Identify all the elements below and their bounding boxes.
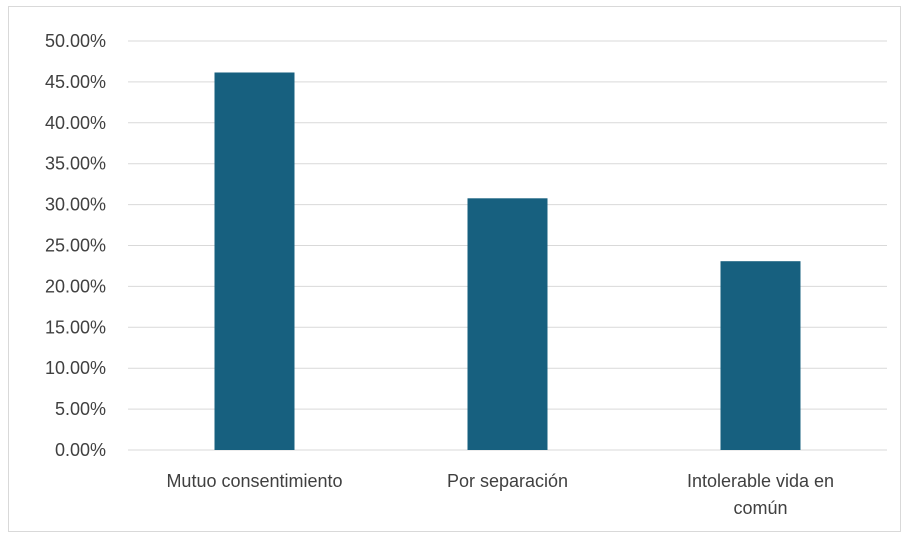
x-category-label: Intolerable vida en común — [687, 471, 834, 518]
y-tick-label: 5.00% — [55, 399, 106, 419]
bars — [214, 72, 801, 451]
bar — [467, 198, 548, 450]
x-category-label-line: Intolerable vida en — [687, 471, 834, 491]
x-axis-category-labels: Mutuo consentimiento Por separación Intole… — [166, 471, 834, 518]
y-tick-label: 45.00% — [45, 72, 106, 92]
x-category-label: Mutuo consentimiento — [166, 471, 342, 491]
bar — [214, 72, 295, 451]
x-category-label-line: común — [733, 498, 787, 518]
y-tick-label: 25.00% — [45, 236, 106, 256]
x-category-label-line: Por separación — [447, 471, 568, 491]
y-tick-label: 15.00% — [45, 317, 106, 337]
y-tick-label: 35.00% — [45, 154, 106, 174]
y-tick-label: 40.00% — [45, 113, 106, 133]
y-axis-tick-labels: 0.00% 5.00% 10.00% 15.00% 20.00% 25.00% 30.00%… — [45, 31, 106, 460]
y-tick-label: 20.00% — [45, 276, 106, 296]
x-category-label: Por separación — [447, 471, 568, 491]
x-category-label-line: Mutuo consentimiento — [166, 471, 342, 491]
y-tick-label: 50.00% — [45, 31, 106, 51]
y-tick-label: 10.00% — [45, 358, 106, 378]
y-tick-label: 30.00% — [45, 195, 106, 215]
y-tick-label: 0.00% — [55, 440, 106, 460]
bar — [720, 261, 801, 450]
